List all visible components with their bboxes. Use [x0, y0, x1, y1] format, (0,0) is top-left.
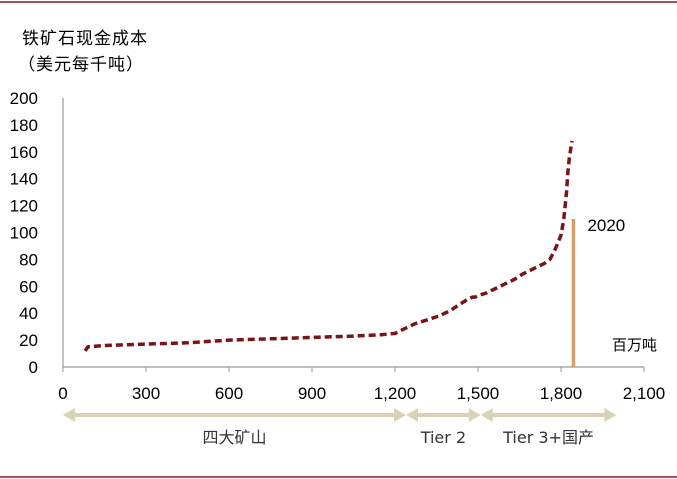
band-label: Tier 2 — [420, 428, 466, 447]
y-tick-label: 60 — [19, 277, 38, 296]
band-layer: 四大矿山 Tier 2 Tier 3+国产 — [63, 408, 617, 447]
y-axis-label-line1: 铁矿石现金成本 — [22, 29, 148, 49]
y-tick-label: 80 — [19, 250, 38, 269]
y-tick-label: 40 — [19, 304, 38, 323]
y-tick-label: 20 — [19, 331, 38, 350]
x-tick-label: 1,500 — [457, 384, 500, 403]
x-axis: 0 300 600 900 1,200 1,500 1,800 2,100 — [58, 366, 666, 403]
y-axis: 0 20 40 60 80 100 120 140 160 180 200 — [10, 89, 64, 377]
band-label: Tier 3+国产 — [502, 428, 594, 447]
y-tick-label: 100 — [10, 224, 38, 243]
y-axis-label-line2: （美元每千吨） — [18, 55, 144, 75]
band-arrow-head-left — [406, 408, 419, 422]
x-tick-label: 900 — [298, 384, 326, 403]
y-tick-label: 140 — [10, 170, 38, 189]
x-tick-label: 0 — [58, 384, 67, 403]
x-tick-label: 1,200 — [374, 384, 417, 403]
y-tick-label: 0 — [29, 358, 38, 377]
cost-curve-line — [83, 140, 574, 352]
band-arrow-head-left — [63, 408, 75, 422]
y-tick-label: 200 — [10, 89, 38, 108]
y-tick-label: 120 — [10, 197, 38, 216]
x-tick-label: 2,100 — [623, 384, 666, 403]
annotation-layer: 2020 — [571, 216, 625, 367]
band-arrow-head-right — [604, 408, 617, 422]
series-layer — [83, 140, 574, 352]
y-tick-label: 160 — [10, 143, 38, 162]
x-axis-unit-label: 百万吨 — [612, 336, 657, 354]
band-arrow-head-left — [480, 408, 493, 422]
x-tick-label: 300 — [132, 384, 160, 403]
band-label: 四大矿山 — [203, 428, 267, 447]
x-tick-label: 600 — [215, 384, 243, 403]
band-arrow-head-right — [394, 408, 407, 422]
x-tick-label: 1,800 — [540, 384, 583, 403]
band-arrow-head-right — [468, 408, 481, 422]
y-tick-label: 180 — [10, 116, 38, 135]
year-marker-label: 2020 — [587, 216, 625, 235]
